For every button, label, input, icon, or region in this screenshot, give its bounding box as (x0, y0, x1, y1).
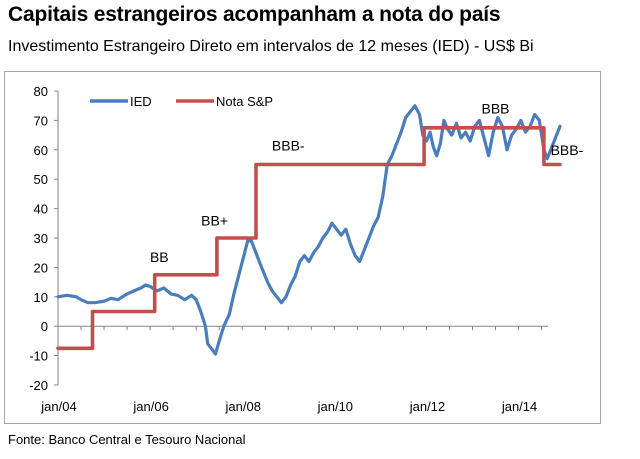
x-tick-label: jan/10 (317, 399, 353, 414)
y-tick-label: 50 (34, 172, 48, 187)
rating-annotation: BB+ (201, 212, 228, 228)
chart-subtitle: Investimento Estrangeiro Direto em inter… (8, 38, 534, 55)
x-axis-ticks: jan/04 jan/06 jan/08 jan/10 jan/12 jan/14 (40, 326, 543, 414)
series-line-nota-sp (56, 126, 562, 351)
y-tick-label: 60 (34, 143, 48, 158)
series-lines (56, 104, 562, 356)
legend-label: IED (130, 94, 152, 109)
chart-title: Capitais estrangeiros acompanham a nota … (8, 3, 501, 26)
y-axis-ticks: -20 -10 0 10 20 30 40 50 60 70 80 (29, 84, 58, 393)
x-tick-label: jan/08 (225, 399, 261, 414)
series-line-ied (56, 104, 562, 356)
y-tick-label: 80 (34, 84, 48, 99)
x-tick-label: jan/06 (132, 399, 168, 414)
annotations: BB BB+ BBB- BBB BBB- (150, 101, 584, 265)
chart-frame (4, 71, 601, 424)
rating-annotation: BBB (482, 101, 510, 117)
x-tick-label: jan/04 (40, 399, 76, 414)
source-note: Fonte: Banco Central e Tesouro Nacional (8, 432, 246, 447)
rating-annotation: BBB- (551, 142, 584, 158)
rating-annotation: BB (150, 249, 169, 265)
x-tick-label: jan/14 (501, 399, 537, 414)
y-tick-label: 70 (34, 113, 48, 128)
axes (57, 91, 548, 385)
legend: IED Nota S&P (90, 94, 273, 109)
y-tick-label: 0 (41, 319, 48, 334)
y-tick-label: -10 (29, 349, 48, 364)
legend-label: Nota S&P (216, 94, 273, 109)
y-tick-label: -20 (29, 378, 48, 393)
y-tick-label: 10 (34, 290, 48, 305)
rating-annotation: BBB- (272, 137, 305, 153)
y-tick-label: 20 (34, 260, 48, 275)
x-tick-label: jan/12 (409, 399, 445, 414)
y-tick-label: 40 (34, 202, 48, 217)
y-tick-label: 30 (34, 231, 48, 246)
